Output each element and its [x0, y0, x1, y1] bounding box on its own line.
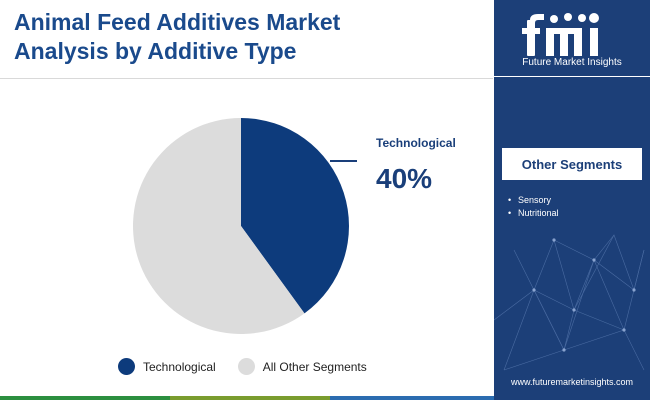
bottom-bar-segment — [0, 396, 170, 400]
bottom-bar-segment — [330, 396, 495, 400]
brand-name: Future Market Insights — [522, 57, 622, 68]
list-item: Sensory — [508, 194, 559, 207]
logo-dot — [564, 13, 572, 21]
callout-value: 40% — [376, 163, 433, 194]
legend-label-other: All Other Segments — [262, 359, 367, 374]
legend: Technological All Other Segments — [118, 358, 367, 375]
sidebar: Future Market Insights Other Segments Se… — [494, 0, 650, 400]
legend-swatch-other — [237, 358, 255, 375]
legend-item-other: All Other Segments — [237, 358, 367, 375]
other-segments-list: Sensory Nutritional — [508, 194, 559, 220]
bottom-bar-segment — [170, 396, 330, 400]
logo-dot — [550, 15, 558, 23]
network-decoration — [494, 234, 645, 371]
pie-slices — [132, 118, 349, 334]
chart-title-line1: Animal Feed Additives Market — [14, 9, 341, 35]
sidebar-divider — [494, 76, 650, 77]
pie-slice-all-other-segments — [132, 118, 305, 334]
legend-label-technological: Technological — [143, 359, 216, 374]
pie-slice-technological — [241, 118, 349, 314]
logo-dot — [589, 13, 599, 23]
chart-title: Animal Feed Additives Market Analysis by… — [14, 8, 484, 66]
website-url[interactable]: www.futuremarketinsights.com — [510, 377, 634, 387]
callout-label: Technological — [376, 136, 456, 150]
legend-item-technological: Technological — [118, 358, 216, 375]
list-item: Nutritional — [508, 207, 559, 220]
pie-chart — [132, 118, 357, 334]
logo-dot — [578, 14, 586, 22]
chart-title-line2: Analysis by Additive Type — [14, 38, 297, 64]
callout-arrow — [330, 160, 357, 162]
legend-swatch-technological — [118, 358, 135, 375]
other-segments-title: Other Segments — [502, 148, 642, 180]
fmi-logo — [522, 13, 599, 56]
title-divider — [0, 78, 493, 79]
